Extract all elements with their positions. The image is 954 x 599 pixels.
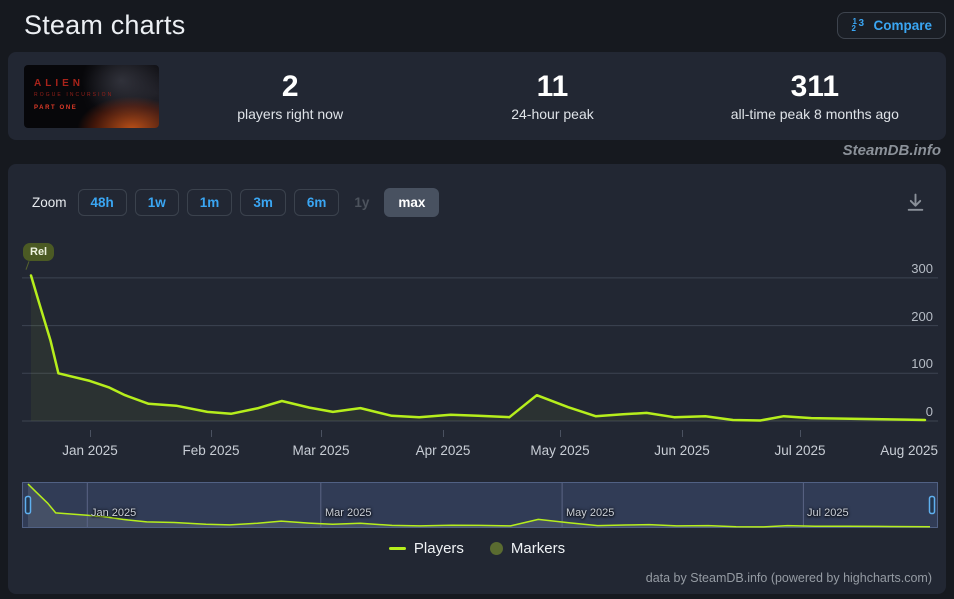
chart-credits: data by SteamDB.info (powered by highcha… bbox=[645, 571, 932, 585]
x-axis-tick bbox=[90, 430, 91, 437]
compare-button-label: Compare bbox=[873, 17, 932, 33]
chart-navigator[interactable]: Jan 2025 Mar 2025 May 2025 Jul 2025 bbox=[22, 482, 938, 528]
game-title-line3: PART ONE bbox=[34, 104, 78, 111]
game-title-line2: ROGUE INCURSION bbox=[34, 91, 114, 98]
legend-item-players[interactable]: Players bbox=[388, 540, 464, 557]
page-header: Steam charts 1 2 3 Compare bbox=[0, 0, 954, 50]
current-players-value: 2 bbox=[281, 70, 299, 103]
zoom-button-6m[interactable]: 6m bbox=[293, 189, 340, 216]
legend-item-markers[interactable]: Markers bbox=[489, 540, 566, 557]
24h-peak-label: 24-hour peak bbox=[511, 106, 594, 122]
navigator-date-label: Jan 2025 bbox=[91, 507, 137, 519]
navigator-handle-right[interactable] bbox=[928, 495, 936, 515]
stat-alltime-peak: 311 all-time peak 8 months ago bbox=[684, 70, 946, 122]
markers-dot-swatch bbox=[489, 542, 503, 555]
navigator-date-label: Jul 2025 bbox=[807, 507, 849, 519]
navigator-date-label: May 2025 bbox=[566, 507, 615, 519]
stats-panel: ALIEN ROGUE INCURSION PART ONE 2 players… bbox=[8, 52, 946, 140]
x-axis-tick bbox=[800, 430, 801, 437]
players-chart[interactable] bbox=[22, 234, 938, 424]
x-axis-label: Jul 2025 bbox=[774, 443, 826, 458]
players-line-swatch bbox=[388, 547, 406, 550]
players-area bbox=[31, 275, 925, 421]
chart-panel: Zoom 48h 1w 1m 3m 6m 1y max Rel Jan 2025… bbox=[8, 164, 946, 594]
navigator-mask[interactable] bbox=[22, 482, 938, 528]
x-axis-tick bbox=[211, 430, 212, 437]
navigator-handle-left[interactable] bbox=[24, 495, 32, 515]
24h-peak-value: 11 bbox=[536, 70, 569, 103]
alltime-peak-value: 311 bbox=[790, 70, 840, 103]
game-thumbnail-text: ALIEN ROGUE INCURSION PART ONE bbox=[34, 78, 113, 111]
navigator-date-label: Mar 2025 bbox=[325, 507, 372, 519]
page-title: Steam charts bbox=[24, 9, 186, 40]
alltime-peak-label: all-time peak 8 months ago bbox=[730, 106, 899, 122]
download-chart-icon[interactable] bbox=[905, 192, 926, 213]
compare-numbers-icon: 1 2 3 bbox=[851, 16, 865, 33]
release-marker-badge[interactable]: Rel bbox=[23, 243, 55, 261]
x-axis-label: Feb 2025 bbox=[182, 443, 240, 458]
y-axis-label: 0 bbox=[925, 404, 933, 419]
y-axis-label: 100 bbox=[911, 356, 933, 372]
zoom-button-1y: 1y bbox=[347, 189, 376, 216]
x-axis-label: Mar 2025 bbox=[292, 443, 350, 458]
x-axis-tick bbox=[560, 430, 561, 437]
game-title-line1: ALIEN bbox=[34, 77, 84, 89]
zoom-label: Zoom bbox=[32, 195, 67, 210]
stat-24h-peak: 11 24-hour peak bbox=[421, 70, 683, 122]
zoom-button-48h[interactable]: 48h bbox=[77, 189, 127, 216]
legend-markers-label: Markers bbox=[510, 540, 566, 557]
navigator-area bbox=[28, 484, 930, 527]
zoom-button-1m[interactable]: 1m bbox=[186, 189, 233, 216]
x-axis-tick bbox=[443, 430, 444, 437]
zoom-button-1w[interactable]: 1w bbox=[134, 189, 179, 216]
steamdb-watermark: SteamDB.info bbox=[842, 142, 941, 159]
x-axis-tick bbox=[321, 430, 322, 437]
players-line[interactable] bbox=[29, 274, 927, 422]
legend-players-label: Players bbox=[413, 540, 464, 557]
y-axis-label: 200 bbox=[911, 308, 933, 324]
game-thumbnail[interactable]: ALIEN ROGUE INCURSION PART ONE bbox=[24, 64, 159, 128]
chart-legend: Players Markers bbox=[8, 540, 946, 557]
zoom-button-3m[interactable]: 3m bbox=[240, 189, 286, 216]
zoom-button-max[interactable]: max bbox=[384, 188, 440, 217]
y-axis-label: 300 bbox=[911, 260, 933, 276]
x-axis-label: Apr 2025 bbox=[415, 443, 471, 458]
x-axis-label: Aug 2025 bbox=[880, 443, 938, 458]
navigator-line bbox=[27, 483, 931, 528]
x-axis-label: May 2025 bbox=[530, 443, 590, 458]
x-axis-tick bbox=[682, 430, 683, 437]
current-players-label: players right now bbox=[237, 106, 344, 122]
navigator-chart[interactable] bbox=[22, 482, 938, 528]
zoom-toolbar: Zoom 48h 1w 1m 3m 6m 1y max bbox=[32, 188, 440, 217]
stat-current-players: 2 players right now bbox=[159, 70, 421, 122]
x-axis-label: Jan 2025 bbox=[62, 443, 118, 458]
x-axis-label: Jun 2025 bbox=[654, 443, 710, 458]
compare-button[interactable]: 1 2 3 Compare bbox=[837, 11, 946, 39]
